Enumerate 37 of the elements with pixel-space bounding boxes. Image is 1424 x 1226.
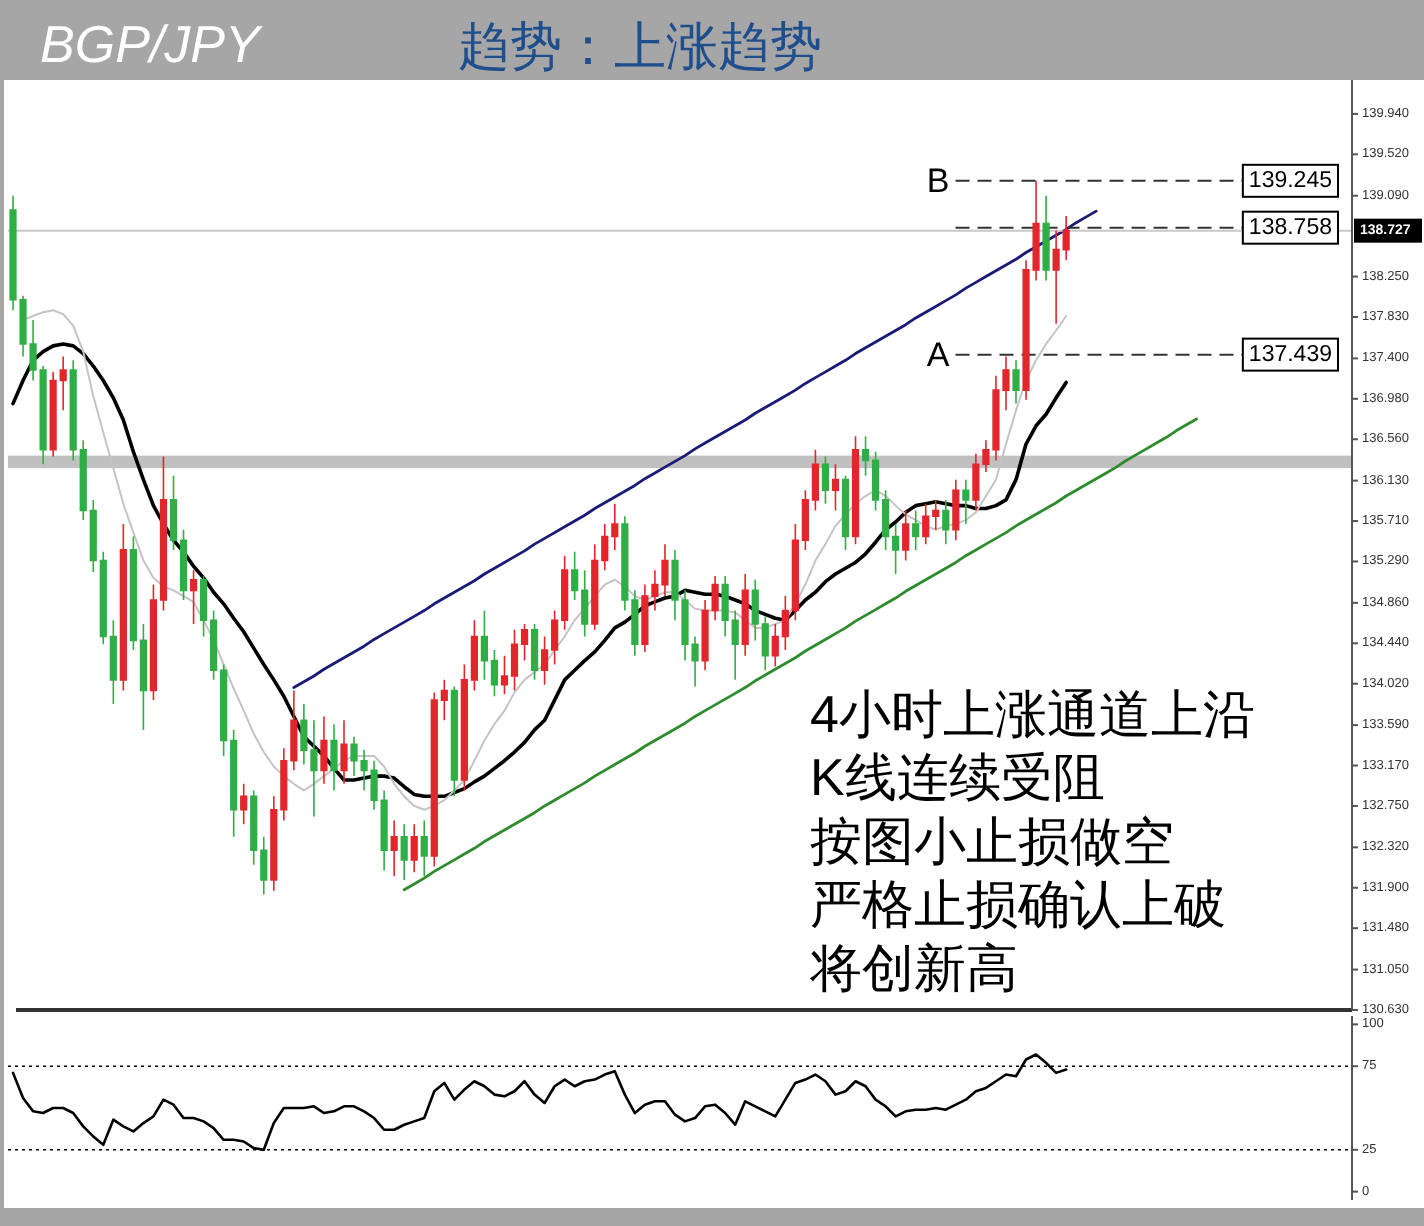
annotation: A [926, 335, 951, 374]
candlestick [400, 823, 408, 881]
candlestick [1042, 194, 1050, 282]
candlestick [962, 478, 970, 525]
candlestick [942, 499, 950, 545]
candlestick [831, 463, 840, 512]
candlestick [851, 435, 860, 545]
annotation: 按图小止损做空 [810, 810, 1174, 871]
candlestick [189, 569, 198, 625]
chart-subtitle: 趋势：上涨趋势 [458, 18, 822, 76]
candlestick [841, 475, 850, 551]
ref-line-label: 137.439 [1248, 342, 1332, 367]
annotation: 4小时上涨通道上沿 [810, 684, 1255, 744]
candlestick [390, 819, 398, 878]
candlestick [119, 523, 127, 692]
candlestick [530, 623, 539, 681]
ref-line-label: 139.245 [1248, 168, 1332, 193]
line-series [292, 209, 1098, 689]
candlestick [952, 478, 960, 542]
candlestick [821, 455, 830, 505]
candlestick [741, 573, 749, 657]
candlestick [1012, 359, 1020, 405]
candlestick [420, 819, 428, 878]
candlestick [240, 783, 248, 826]
candlestick [912, 509, 920, 551]
candlestick [450, 685, 458, 798]
candlestick [320, 715, 328, 785]
annotation: B [926, 161, 950, 200]
annotation: 严格止损确认上破 [810, 874, 1226, 935]
candlestick [410, 823, 418, 874]
chart-title: BGP/JPY [40, 14, 263, 74]
annotation: K线连续受阻 [810, 747, 1105, 808]
candlestick [902, 509, 910, 562]
candlestick [340, 719, 348, 785]
annotation: 将创新高 [808, 937, 1018, 998]
ref-line-label: 138.758 [1248, 215, 1332, 240]
candlestick [330, 723, 338, 792]
